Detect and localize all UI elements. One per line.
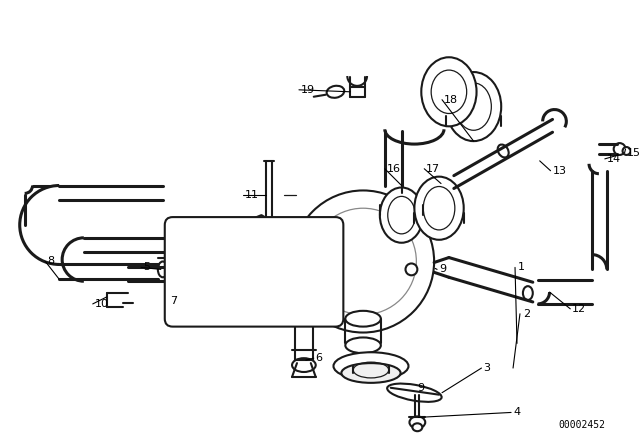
Text: 5: 5	[143, 263, 150, 272]
Ellipse shape	[410, 416, 425, 428]
Text: 4: 4	[513, 407, 520, 418]
Text: 8: 8	[47, 257, 54, 267]
Circle shape	[406, 263, 417, 276]
Ellipse shape	[346, 311, 381, 327]
FancyBboxPatch shape	[164, 217, 343, 327]
Ellipse shape	[292, 358, 316, 372]
Text: 10: 10	[95, 299, 109, 309]
Ellipse shape	[498, 145, 509, 157]
Ellipse shape	[333, 352, 408, 380]
Text: 3: 3	[483, 363, 490, 373]
Circle shape	[614, 143, 625, 155]
Text: 14: 14	[607, 154, 621, 164]
Text: 2: 2	[523, 309, 530, 319]
Text: 6: 6	[316, 353, 323, 363]
Ellipse shape	[341, 363, 401, 383]
Ellipse shape	[346, 337, 381, 353]
Ellipse shape	[380, 188, 423, 243]
Text: 9: 9	[439, 264, 446, 274]
Text: 00002452: 00002452	[559, 420, 605, 430]
Text: 17: 17	[426, 164, 440, 174]
Ellipse shape	[158, 262, 168, 277]
Text: 7: 7	[170, 296, 177, 306]
Ellipse shape	[412, 423, 422, 431]
Ellipse shape	[523, 286, 532, 300]
Text: 15: 15	[627, 148, 640, 158]
Ellipse shape	[387, 383, 442, 402]
Circle shape	[623, 147, 630, 155]
Ellipse shape	[326, 86, 344, 98]
Circle shape	[292, 190, 434, 332]
Text: 9: 9	[417, 383, 424, 393]
Text: 18: 18	[444, 95, 458, 105]
Text: 13: 13	[552, 166, 566, 176]
Ellipse shape	[446, 72, 501, 141]
Ellipse shape	[206, 278, 218, 294]
Text: 1: 1	[518, 263, 525, 272]
Text: 19: 19	[301, 85, 315, 95]
Text: 11: 11	[244, 190, 259, 200]
Text: 16: 16	[387, 164, 401, 174]
Text: 12: 12	[572, 304, 586, 314]
Ellipse shape	[421, 57, 477, 126]
Ellipse shape	[414, 177, 464, 240]
